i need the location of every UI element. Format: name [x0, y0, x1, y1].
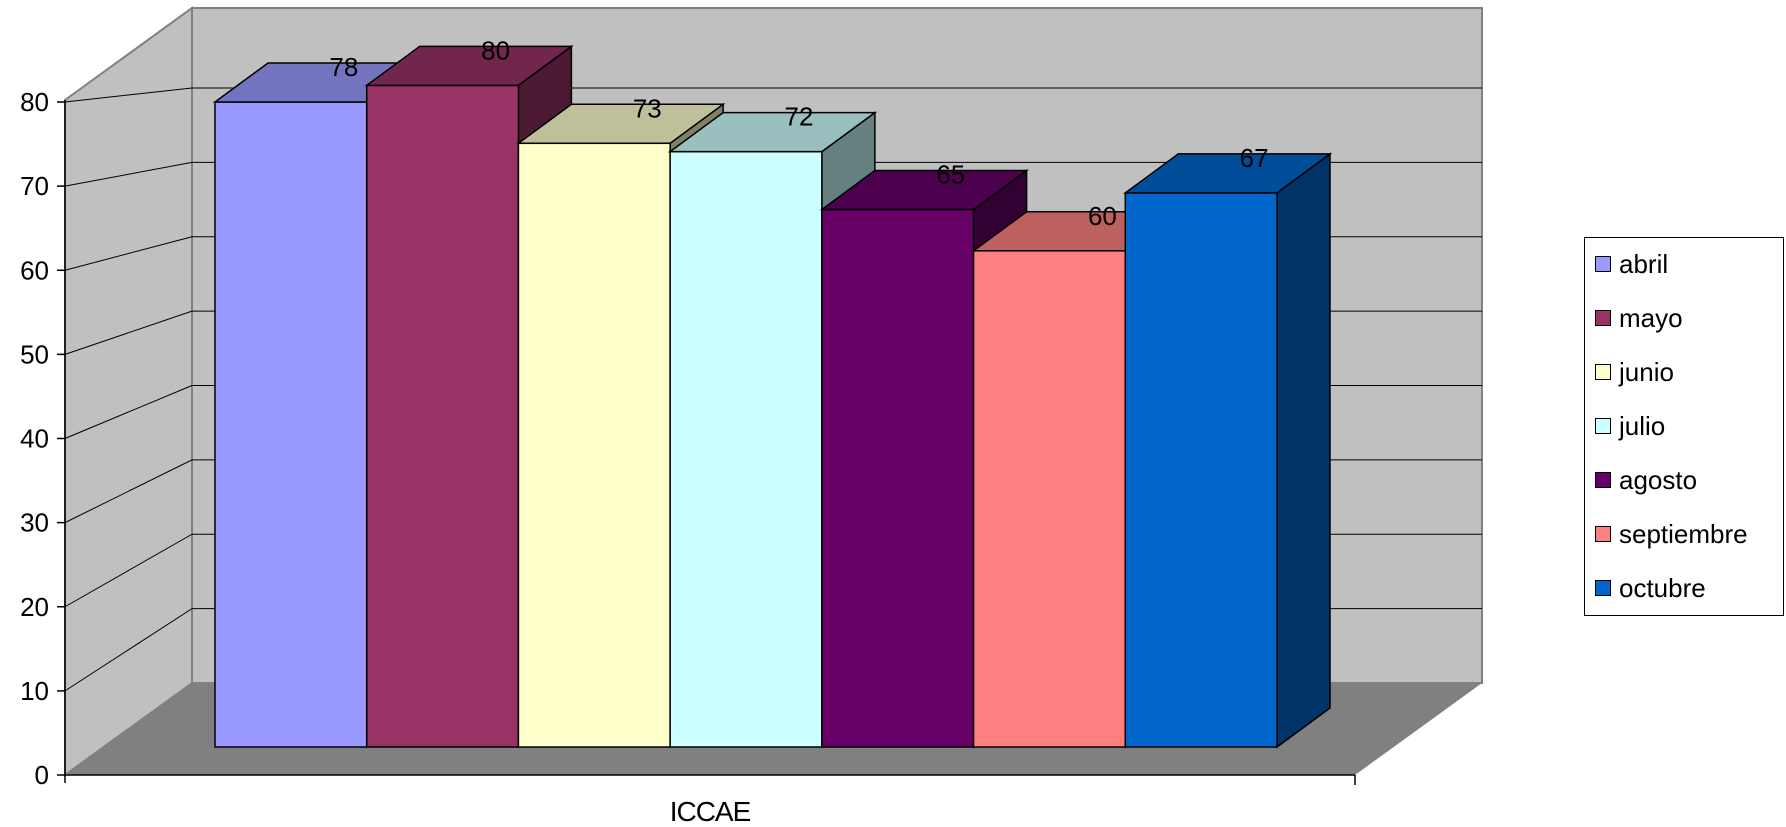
y-tick-label: 80	[20, 87, 49, 117]
gridline-side	[64, 533, 193, 608]
bar-octubre	[1123, 152, 1333, 749]
gridline-side	[64, 459, 193, 524]
y-tick-label: 10	[20, 676, 49, 706]
data-label-octubre: 67	[1240, 143, 1269, 173]
data-label-julio: 72	[785, 102, 814, 132]
bar-front	[517, 142, 671, 748]
legend-label: mayo	[1619, 302, 1683, 333]
data-label-mayo: 80	[481, 35, 510, 65]
gridline-side	[64, 385, 193, 439]
legend-swatch	[1595, 472, 1611, 488]
legend-swatch	[1595, 580, 1611, 596]
y-tick-label: 40	[20, 424, 49, 454]
legend-swatch	[1595, 256, 1611, 272]
y-tick-label: 30	[20, 508, 49, 538]
gridline-side	[64, 87, 193, 103]
legend-label: octubre	[1619, 572, 1706, 603]
bar-top	[819, 169, 1029, 211]
legend-label: septiembre	[1619, 518, 1748, 549]
y-tick-label: 70	[20, 171, 49, 201]
bar-front	[214, 101, 368, 748]
gridline-side	[64, 161, 193, 187]
legend-label: junio	[1619, 356, 1674, 387]
legend-label: julio	[1619, 410, 1666, 441]
legend-item-agosto: agosto	[1595, 460, 1697, 500]
legend-label: abril	[1619, 248, 1669, 279]
axes	[57, 100, 1356, 785]
y-tick-label: 0	[35, 760, 49, 790]
side-wall	[64, 6, 193, 777]
legend-item-junio: junio	[1595, 352, 1674, 392]
legend-swatch	[1595, 526, 1611, 542]
y-axis-tick-labels: 0 10 20 30 40 50 60 70 80	[20, 87, 49, 790]
bar-front	[669, 150, 823, 748]
bar-top	[667, 111, 878, 153]
gridline-side	[64, 608, 193, 692]
legend-swatch	[1595, 418, 1611, 434]
legend-item-septiembre: septiembre	[1595, 514, 1748, 554]
legend-label: agosto	[1619, 464, 1698, 495]
bar-front	[365, 84, 520, 748]
gridline-side	[64, 236, 193, 271]
y-tick-label: 20	[20, 592, 49, 622]
data-label-junio: 73	[633, 93, 662, 123]
x-axis-category-label: ICCAE	[670, 796, 751, 827]
bars	[212, 44, 1333, 749]
legend-item-julio: julio	[1595, 406, 1665, 446]
legend: abril mayo junio julio agosto septiembre octub…	[1584, 237, 1784, 616]
bar-top	[364, 45, 574, 87]
bar-front	[821, 208, 975, 748]
data-label-septiembre: 60	[1088, 201, 1117, 231]
gridline-side	[64, 310, 193, 355]
legend-item-mayo: mayo	[1595, 298, 1683, 338]
data-labels: 78 80 73 72 65 60 67	[329, 35, 1268, 230]
y-tick-label: 60	[20, 255, 49, 285]
legend-swatch	[1595, 310, 1611, 326]
bar-top	[1123, 153, 1333, 194]
data-label-agosto: 65	[936, 159, 965, 189]
legend-item-octubre: octubre	[1595, 568, 1706, 608]
bar-top	[516, 103, 726, 145]
bar-front	[972, 250, 1127, 748]
data-label-abril: 78	[329, 52, 358, 82]
legend-swatch	[1595, 364, 1611, 380]
bar-front	[1124, 192, 1278, 748]
y-tick-label: 50	[20, 339, 49, 369]
bar-side	[1276, 152, 1331, 749]
legend-item-abril: abril	[1595, 244, 1668, 284]
